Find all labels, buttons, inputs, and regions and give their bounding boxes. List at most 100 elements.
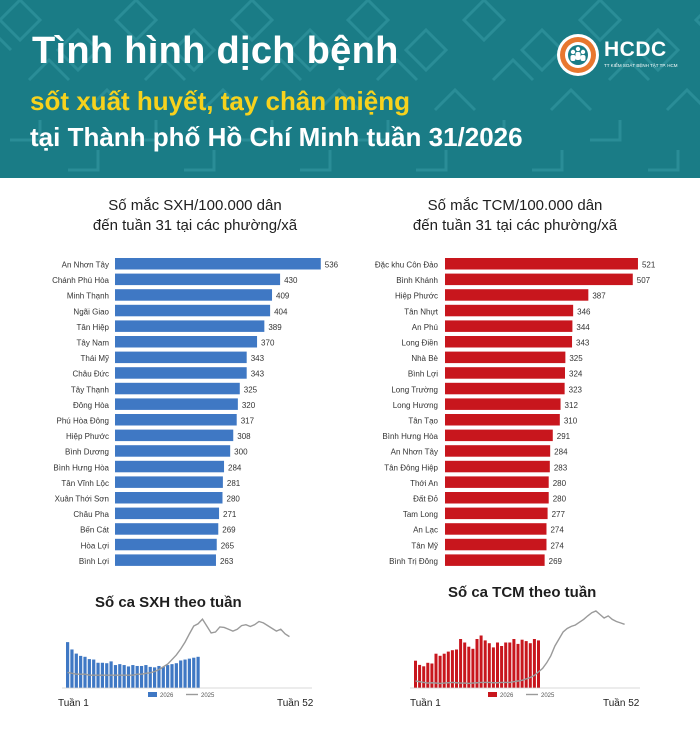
weekly-bar <box>471 648 475 688</box>
pattern-shape <box>403 27 477 172</box>
bar <box>445 273 633 286</box>
bar-category-label: Xuân Thới Sơn <box>55 495 109 504</box>
weekly-bar <box>463 642 467 688</box>
bar-category-label: An Nhơn Tây <box>62 261 109 270</box>
bar-category-label: Tân Mỹ <box>411 541 438 550</box>
bar-category-label: Tân Vĩnh Lộc <box>61 479 109 488</box>
weekly-bar <box>179 660 183 688</box>
weekly-bar <box>192 657 196 688</box>
weekly-bar <box>537 640 540 688</box>
bar-category-label: Thái Mỹ <box>81 354 109 363</box>
bar-category-label: Bình Lợi <box>408 370 438 379</box>
weekly-bar <box>422 666 426 688</box>
weekly-bar <box>438 655 442 688</box>
bar-category-label: Phú Hòa Đông <box>57 417 109 426</box>
bar <box>445 398 561 410</box>
bar-category-label: Chánh Phú Hòa <box>52 276 109 285</box>
weekly-bar <box>455 649 458 688</box>
weekly-bar <box>520 639 524 688</box>
bar-category-label: Ngãi Giao <box>73 307 109 316</box>
weekly-bar <box>126 666 131 688</box>
bar-category-label: Minh Thạnh <box>67 292 109 301</box>
bar-category-label: Long Điền <box>402 339 438 348</box>
bar <box>115 492 223 504</box>
bar-value-label: 312 <box>565 401 579 410</box>
bar-category-label: Tân Đông Hiệp <box>384 463 438 472</box>
pattern-shape <box>635 27 700 172</box>
tcm-weekly-chart: 2026 2025 <box>410 610 640 699</box>
weekly-bar <box>430 663 434 688</box>
sxh-rate-bar-chart: An Nhơn Tây 536 Chánh Phú Hòa 430 Minh Thạnh… <box>52 258 339 566</box>
bar <box>445 445 551 457</box>
legend-label-2025: 2025 <box>541 693 555 699</box>
bar-category-label: Đông Hòa <box>73 401 110 410</box>
tcm-weekly-title: Số ca TCM theo tuần <box>448 584 597 601</box>
legend-swatch-2026 <box>488 692 497 697</box>
bar-value-label: 280 <box>553 495 567 504</box>
bar <box>115 507 220 520</box>
bar-value-label: 283 <box>554 463 568 472</box>
bar-category-label: Nhà Bè <box>411 354 438 363</box>
bar-value-label: 274 <box>550 541 564 550</box>
bar-category-label: An Phú <box>412 323 438 332</box>
bar-value-label: 263 <box>220 557 234 566</box>
bar-category-label: Long Trường <box>391 385 438 394</box>
pattern-shape <box>171 27 245 172</box>
bar <box>115 429 234 442</box>
weekly-bar <box>508 642 512 688</box>
bar-value-label: 507 <box>637 276 651 285</box>
weekly-bar <box>122 665 126 688</box>
bar-category-label: Long Hương <box>393 401 438 410</box>
header-banner: Tình hình dịch bệnh sốt xuất huyết, tay … <box>0 0 700 178</box>
weekly-bar <box>450 650 454 688</box>
bar-value-label: 409 <box>276 292 290 301</box>
bar <box>115 414 237 426</box>
bar-value-label: 370 <box>261 339 275 348</box>
bar-value-label: 308 <box>237 432 251 441</box>
bar <box>115 445 231 457</box>
weekly-bar <box>170 664 174 688</box>
bar-category-label: Bình Khánh <box>396 276 438 285</box>
bar-value-label: 281 <box>227 479 241 488</box>
bar <box>445 289 589 301</box>
weekly-bar <box>113 665 118 688</box>
weekly-bar <box>479 635 483 688</box>
bar-category-label: Bình Trị Đông <box>389 557 438 566</box>
bar-value-label: 387 <box>592 292 606 301</box>
bar <box>115 320 265 332</box>
logo-subtext: TT KIỂM SOÁT BỆNH TẬT TP. HCM <box>604 63 678 68</box>
pattern-shape <box>55 27 129 172</box>
bar-value-label: 265 <box>221 541 235 550</box>
bar <box>445 429 553 442</box>
bar <box>445 367 565 379</box>
bar <box>115 554 216 566</box>
weekly-bar <box>157 665 161 688</box>
weekly-line-2025 <box>67 618 290 676</box>
bar-value-label: 521 <box>642 261 656 270</box>
weekly-bar <box>516 643 520 688</box>
pattern-shape <box>693 13 700 27</box>
bar-value-label: 343 <box>251 354 265 363</box>
sxh-week-end-label: Tuần 52 <box>277 698 314 709</box>
weekly-bar <box>139 665 144 688</box>
bar-category-label: Tân Tạo <box>408 417 438 426</box>
legend-label-2025: 2025 <box>201 693 215 699</box>
bar <box>445 507 548 520</box>
bar <box>115 351 247 364</box>
legend-swatch-2026 <box>148 692 157 697</box>
weekly-bar <box>79 655 83 688</box>
weekly-bar <box>483 640 487 688</box>
sxh-week-start-label: Tuần 1 <box>58 698 89 709</box>
bar-value-label: 536 <box>325 261 339 270</box>
pattern-shape <box>345 0 419 142</box>
bar-category-label: Thới An <box>410 479 438 488</box>
weekly-bar <box>475 639 479 688</box>
bar <box>445 336 573 348</box>
bar <box>445 476 549 488</box>
hcdc-logo-icon <box>557 34 599 76</box>
weekly-bar <box>135 665 139 688</box>
weekly-bar <box>118 664 122 688</box>
bar-value-label: 343 <box>251 370 265 379</box>
weekly-bar <box>187 658 191 688</box>
weekly-bar <box>70 649 74 688</box>
